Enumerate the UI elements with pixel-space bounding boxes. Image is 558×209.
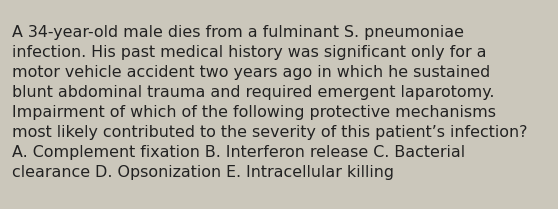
- Text: A 34-year-old male dies from a fulminant S. pneumoniae
infection. His past medic: A 34-year-old male dies from a fulminant…: [12, 25, 528, 180]
